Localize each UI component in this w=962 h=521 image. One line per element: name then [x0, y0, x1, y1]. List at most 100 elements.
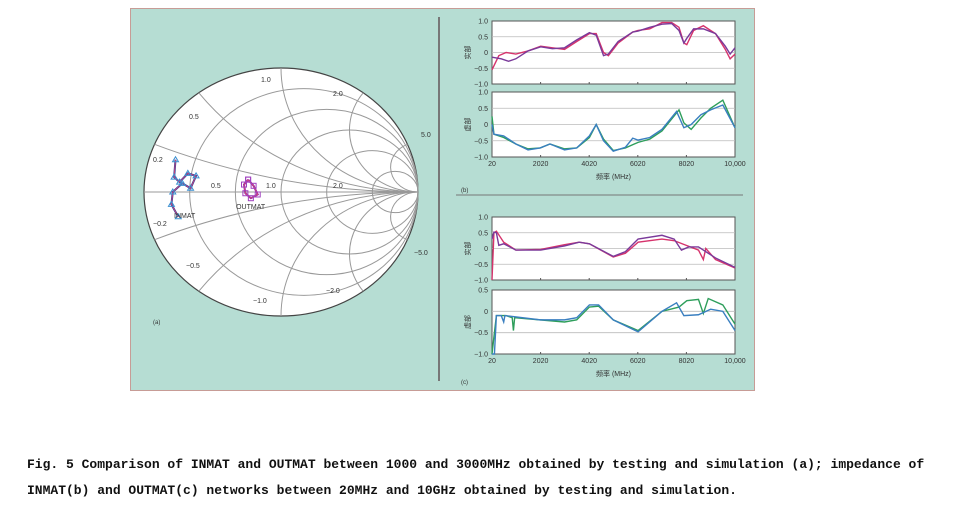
outmat-marker — [241, 181, 248, 188]
smith-chart: 0.2 0.5 1.0 2.0 5.0 −0.2 −0.5 −1.0 −2.0 −5.0 0.5 1.… — [143, 67, 431, 326]
figure-svg: 0.2 0.5 1.0 2.0 5.0 −0.2 −0.5 −1.0 −2.0 −5.0 0.5 1.… — [143, 17, 746, 387]
y-tick-label: −0.5 — [474, 262, 488, 269]
inmat-marker — [174, 212, 183, 220]
smith-reactance-arc — [198, 92, 419, 193]
y-tick-label: 0.5 — [478, 288, 488, 295]
inmat-marker — [171, 155, 180, 163]
smith-grid — [144, 67, 419, 317]
smith-traces — [167, 155, 261, 220]
series-test — [491, 297, 736, 355]
smith-reactance-label: 1.0 — [261, 77, 271, 84]
panel-label: (c) — [461, 380, 468, 386]
y-axis-label: 实部 — [463, 46, 472, 60]
plot-area — [491, 289, 736, 355]
x-tick-label: 4020 — [581, 161, 597, 168]
caption-line-2: INMAT(b) and OUTMAT(c) networks between … — [27, 483, 737, 498]
y-tick-label: −0.5 — [474, 66, 488, 73]
outmat-marker — [250, 182, 257, 189]
smith-reactance-label: −0.2 — [153, 221, 167, 228]
y-axis-label: 虚部 — [463, 118, 472, 132]
x-tick-label: 2020 — [533, 161, 549, 168]
smith-reactance-arc — [154, 143, 419, 193]
smith-reactance-label: 5.0 — [421, 132, 431, 139]
x-tick-label: 6020 — [630, 161, 646, 168]
series-simulation — [491, 231, 736, 269]
x-tick-label: 20 — [488, 161, 496, 168]
smith-reactance-arc — [280, 191, 419, 317]
outmat-marker — [247, 195, 254, 202]
inmat-label: INMAT — [174, 213, 196, 220]
figure-panel: 0.2 0.5 1.0 2.0 5.0 −0.2 −0.5 −1.0 −2.0 −5.0 0.5 1.… — [130, 8, 755, 391]
y-tick-label: 0.5 — [478, 230, 488, 237]
y-tick-label: −1.0 — [474, 278, 488, 285]
inmat-marker — [167, 200, 176, 207]
x-tick-label: 20 — [488, 358, 496, 365]
x-tick-label: 10,000 — [724, 358, 746, 365]
y-tick-label: 1.0 — [478, 19, 488, 26]
smith-reactance-label: 2.0 — [333, 91, 343, 98]
y-tick-label: −0.5 — [474, 138, 488, 145]
smith-reactance-arc — [349, 92, 419, 193]
y-tick-label: 0 — [484, 309, 488, 316]
series-simulation — [491, 104, 736, 152]
outmat-marker — [245, 176, 252, 183]
y-tick-label: 0 — [484, 50, 488, 57]
smith-reactance-arc — [390, 143, 419, 193]
smith-resistance-label: 0.5 — [211, 183, 221, 190]
inmat-marker — [192, 171, 200, 179]
inmat-marker — [178, 179, 187, 186]
x-tick-label: 8020 — [679, 161, 695, 168]
x-tick-label: 6020 — [630, 358, 646, 365]
y-tick-label: −1.0 — [474, 82, 488, 89]
outmat-label: OUTMAT — [236, 204, 266, 211]
inmat-marker — [168, 188, 177, 195]
y-tick-label: −1.0 — [474, 352, 488, 359]
y-tick-label: 0.5 — [478, 34, 488, 41]
inmat-marker — [186, 184, 195, 191]
smith-reactance-label: 0.5 — [189, 114, 199, 121]
inmat-marker — [170, 173, 179, 180]
smith-reactance-label: −2.0 — [326, 288, 340, 295]
smith-reactance-arc — [280, 67, 419, 193]
series-test — [491, 99, 736, 152]
series-simulation — [491, 22, 736, 63]
series-test — [491, 230, 736, 281]
y-tick-label: 0.5 — [478, 106, 488, 113]
smith-reactance-label: 0.2 — [153, 157, 163, 164]
y-tick-label: −1.0 — [474, 155, 488, 162]
x-tick-label: 4020 — [581, 358, 597, 365]
smith-resistance-label: 2.0 — [333, 183, 343, 190]
x-axis-label: 频率 (MHz) — [596, 369, 631, 378]
y-tick-label: −0.5 — [474, 330, 488, 337]
smith-labels: 0.2 0.5 1.0 2.0 5.0 −0.2 −0.5 −1.0 −2.0 −5.0 0.5 1.… — [153, 77, 431, 326]
outmat-marker — [254, 191, 261, 198]
smith-reactance-arc — [349, 191, 419, 292]
smith-reactance-label: −5.0 — [414, 250, 428, 257]
smith-resistance-label: 1.0 — [266, 183, 276, 190]
y-axis-label: 虚部 — [463, 315, 472, 329]
y-tick-label: 1.0 — [478, 90, 488, 97]
outmat-sim-trace — [243, 179, 259, 199]
y-tick-label: 0 — [484, 246, 488, 253]
y-axis-label: 实部 — [463, 242, 472, 256]
outmat-marker — [242, 190, 249, 197]
smith-reactance-label: −1.0 — [253, 298, 267, 305]
smith-reactance-label: −0.5 — [186, 263, 200, 270]
smith-reactance-arc — [198, 191, 419, 292]
panel-label-a: (a) — [153, 320, 160, 326]
x-axis-label: 频率 (MHz) — [596, 172, 631, 181]
inmat-marker — [183, 169, 192, 176]
series-simulation — [492, 301, 736, 355]
smith-reactance-arc — [390, 191, 419, 241]
x-tick-label: 2020 — [533, 358, 549, 365]
caption-line-1: Fig. 5 Comparison of INMAT and OUTMAT be… — [27, 457, 925, 472]
x-tick-label: 8020 — [679, 358, 695, 365]
x-tick-label: 10,000 — [724, 161, 746, 168]
y-tick-label: 1.0 — [478, 215, 488, 222]
panel-label: (b) — [461, 188, 468, 194]
y-tick-label: 0 — [484, 122, 488, 129]
smith-reactance-arc — [154, 191, 419, 241]
